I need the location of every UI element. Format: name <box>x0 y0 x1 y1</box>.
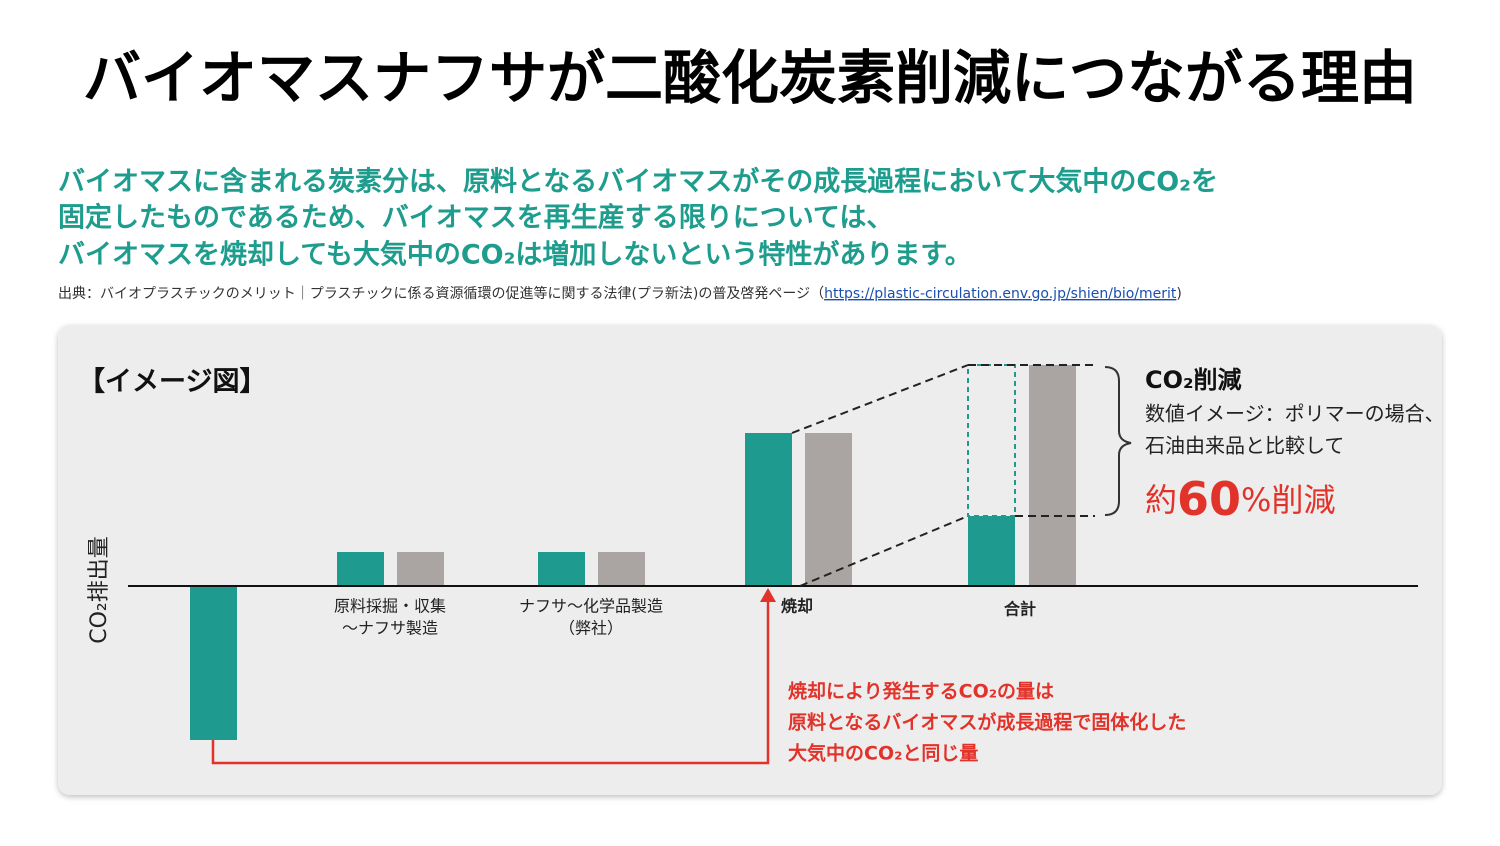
source: 出典：バイオプラスチックのメリット｜プラスチックに係る資源循環の促進等に関する法… <box>58 285 1182 302</box>
note-line: 大気中のCO₂と同じ量 <box>788 742 978 765</box>
title: バイオマスナフサが二酸化炭素削減につながる理由 <box>83 44 1417 112</box>
axis-label: CO₂排出量 <box>87 536 112 644</box>
stage-label: （弊社） <box>559 619 623 638</box>
callout-title: CO₂削減 <box>1145 366 1242 394</box>
stage-label: 〜ナフサ製造 <box>342 619 438 638</box>
result-number: 60 <box>1177 472 1241 526</box>
note-line: 原料となるバイオマスが成長過程で固体化した <box>788 711 1186 734</box>
lead-line: バイオマスに含まれる炭素分は、原料となるバイオマスがその成長過程において大気中の… <box>58 166 1218 198</box>
arrow-head <box>760 588 776 602</box>
result-prefix: 約 <box>1145 481 1177 519</box>
arrow <box>211 600 770 765</box>
stage-label: 合計 <box>1004 600 1036 619</box>
stage-label: 焼却 <box>781 597 813 616</box>
figure-label: 【イメージ図】 <box>78 367 266 398</box>
lead-line: 固定したものであるため、バイオマスを再生産する限りについては、 <box>58 202 893 234</box>
callout-line: 石油由来品と比較して <box>1145 434 1344 458</box>
callout-line: 数値イメージ：ポリマーの場合、 <box>1145 402 1445 426</box>
bar <box>190 586 237 740</box>
bar <box>538 552 585 586</box>
stage-label: 原料採掘・収集 <box>334 597 446 616</box>
lead-line: バイオマスを焼却しても大気中のCO₂は増加しないという特性があります。 <box>58 239 972 271</box>
bar <box>745 433 792 586</box>
source-suffix: ) <box>1176 286 1181 302</box>
source-link[interactable]: https://plastic-circulation.env.go.jp/sh… <box>824 286 1177 302</box>
source-prefix: 出典：バイオプラスチックのメリット｜プラスチックに係る資源循環の促進等に関する法… <box>58 285 824 302</box>
bar <box>1029 365 1076 586</box>
bar <box>397 552 444 586</box>
stage-label: ナフサ〜化学品製造 <box>519 597 663 616</box>
guides <box>791 364 1095 587</box>
bar <box>337 552 384 586</box>
result-suffix: %削減 <box>1241 481 1335 519</box>
note-line: 焼却により発生するCO₂の量は <box>788 680 1054 703</box>
callout-result: 約60%削減 <box>1145 472 1335 526</box>
bar <box>805 433 852 586</box>
bar <box>968 516 1015 586</box>
bar <box>598 552 645 586</box>
bars <box>190 364 1076 740</box>
brace <box>1104 366 1132 516</box>
